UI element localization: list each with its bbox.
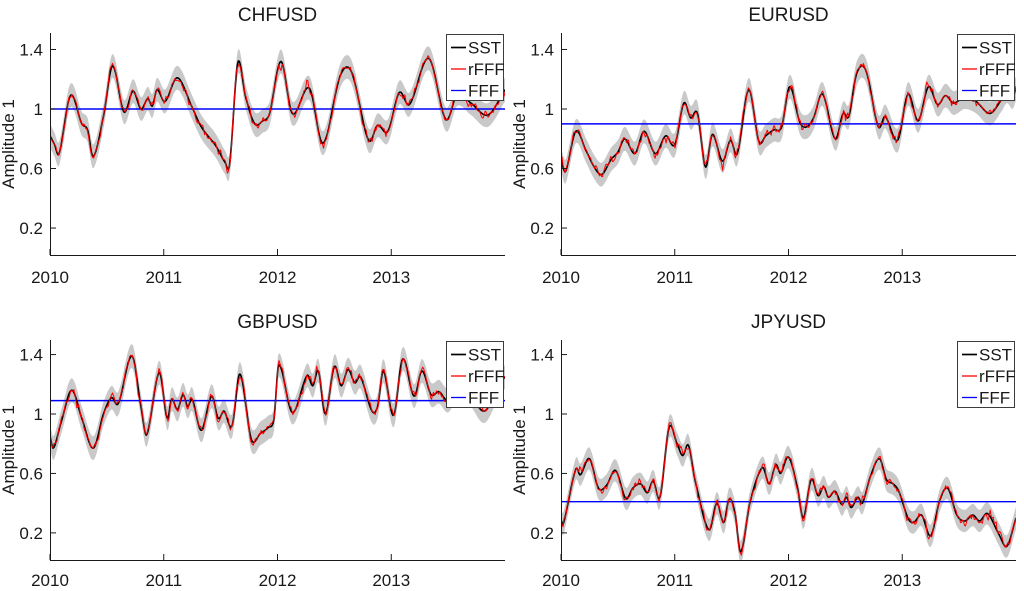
plot-area-chfusd (50, 46, 505, 182)
x-tick-label: 2013 (883, 268, 921, 287)
legend-label: SST (468, 39, 501, 58)
y-tick-label: 0.6 (19, 160, 43, 179)
y-axis-title: Amplitude 1 (0, 99, 18, 189)
x-tick-label: 2013 (372, 571, 410, 590)
x-tick-label: 2012 (770, 571, 808, 590)
legend: SST rFFF FFF (957, 34, 1016, 101)
x-tick-label: 2011 (145, 268, 182, 287)
y-tick-label: 1 (34, 100, 43, 119)
y-tick-label: 0.6 (530, 464, 554, 483)
y-tick-label: 1.4 (530, 40, 554, 59)
legend-box (957, 34, 1015, 101)
confidence-band (561, 53, 1016, 187)
legend-label: rFFF (979, 367, 1016, 386)
legend-box (957, 341, 1015, 408)
confidence-band (50, 46, 505, 182)
legend-label: rFFF (468, 367, 505, 386)
x-tick-label: 2011 (656, 571, 693, 590)
y-tick-label: 0.2 (530, 219, 554, 238)
rfff-line (50, 354, 505, 449)
x-tick-label: 2013 (883, 571, 921, 590)
chart-title: CHFUSD (238, 5, 317, 26)
axes-gbpusd (49, 340, 505, 561)
plot-area-eurusd (561, 53, 1016, 187)
x-tick-label: 2012 (259, 268, 297, 287)
legend-label: rFFF (468, 60, 505, 79)
x-tick-label: 2011 (145, 571, 182, 590)
y-tick-label: 0.2 (19, 524, 43, 543)
y-tick-label: 1.4 (530, 346, 554, 365)
chart-gbpusd: 2010 2011 2012 2013 0.2 0.6 1 1.4 GBPUSD Amplitud… (0, 312, 505, 590)
legend-label: SST (979, 346, 1012, 365)
y-tick-label: 0.6 (530, 160, 554, 179)
y-tick-label: 1 (34, 405, 43, 424)
legend-label: FFF (468, 389, 499, 408)
legend-label: FFF (979, 389, 1010, 408)
rfff-line (561, 422, 1016, 556)
rfff-line (561, 63, 1016, 178)
y-tick-label: 1.4 (19, 346, 43, 365)
chart-title: EURUSD (748, 5, 828, 26)
chart-eurusd: 2010 2011 2012 2013 0.2 0.6 1 1.4 EURUSD Amplitud… (510, 5, 1016, 287)
y-tick-label: 1 (545, 405, 554, 424)
chart-title: GBPUSD (237, 312, 317, 333)
y-axis-title: Amplitude 1 (510, 99, 529, 189)
y-tick-label: 0.2 (530, 524, 554, 543)
x-tick-label: 2013 (372, 268, 410, 287)
chart-jpyusd: 2010 2011 2012 2013 0.2 0.6 1 1.4 JPYUSD Amplitud… (510, 312, 1016, 590)
axes-jpyusd (560, 340, 1016, 561)
legend: SST rFFF FFF (446, 34, 505, 101)
plot-area-jpyusd (561, 414, 1016, 560)
y-axis-title: Amplitude 1 (0, 405, 18, 495)
chart-chfusd: 2010 2011 2012 2013 0.2 0.6 1 1.4 CHFUSD Amplitud… (0, 5, 505, 287)
x-tick-label: 2010 (31, 268, 69, 287)
legend-label: SST (468, 346, 501, 365)
y-axis-title: Amplitude 1 (510, 405, 529, 495)
y-tick-label: 0.6 (19, 464, 43, 483)
legend-label: FFF (468, 82, 499, 101)
rfff-line (50, 55, 505, 174)
y-tick-label: 1.4 (19, 40, 43, 59)
legend-label: SST (979, 39, 1012, 58)
axes-eurusd (560, 33, 1016, 256)
x-tick-label: 2010 (542, 571, 580, 590)
x-tick-label: 2010 (31, 571, 69, 590)
x-tick-label: 2011 (656, 268, 693, 287)
legend-label: FFF (979, 82, 1010, 101)
legend-box (446, 34, 504, 101)
axes-chfusd (49, 33, 505, 256)
x-tick-label: 2012 (770, 268, 808, 287)
legend-label: rFFF (979, 60, 1016, 79)
x-tick-label: 2010 (542, 268, 580, 287)
x-tick-label: 2012 (259, 571, 297, 590)
chart-title: JPYUSD (751, 312, 826, 333)
legend-box (446, 341, 504, 408)
y-tick-label: 1 (545, 100, 554, 119)
legend: SST rFFF FFF (957, 341, 1016, 408)
y-tick-label: 0.2 (19, 219, 43, 238)
plot-area-gbpusd (50, 344, 505, 461)
confidence-band (561, 414, 1016, 560)
legend: SST rFFF FFF (446, 341, 505, 408)
